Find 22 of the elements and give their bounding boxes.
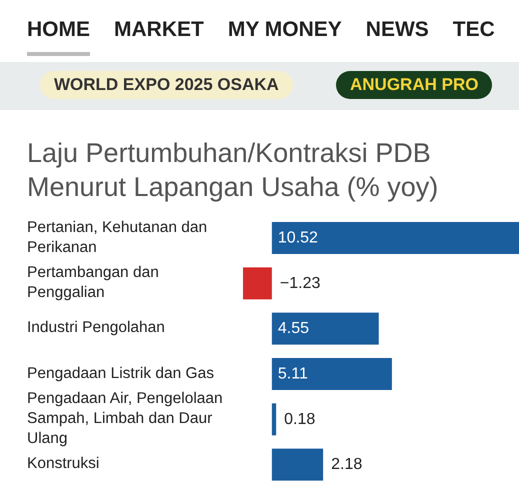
y-tick-label: Pengadaan Listrik dan Gas [27,364,214,382]
data-label: 4.55 [278,320,310,338]
y-tick-label: Pengadaan Air, Pengelolaan Sampah, Limbah dan Daur Ulang [27,389,224,449]
bar [272,403,276,436]
bar [272,358,392,390]
data-label: −1.23 [280,274,320,292]
bar [243,267,272,300]
data-label: 10.52 [278,230,318,246]
data-label: 5.11 [278,366,308,382]
bar [272,448,324,481]
y-tick-label: Konstruksi [27,455,100,472]
data-label: 2.18 [331,456,362,474]
bar [272,222,519,254]
y-tick-label: Industri Pengolahan [27,319,165,336]
y-tick-label: Pertambangan dan Penggalian [27,264,159,301]
text: WORLD EXPO 2025 OSAKA [40,71,293,99]
data-label: 0.18 [284,410,316,428]
y-tick-label: Pertanian, Kehutanan dan Perikanan [27,218,208,256]
nav-menu: HOME MARKET MY MONEY NEWS TEC [27,18,495,56]
bar [272,312,379,345]
chart-title: Laju Pertumbuhan/Kontraksi PDB Menurut Lapangan Usaha (% yoy) [27,137,440,204]
text: ANUGRAH PRO [336,71,492,99]
